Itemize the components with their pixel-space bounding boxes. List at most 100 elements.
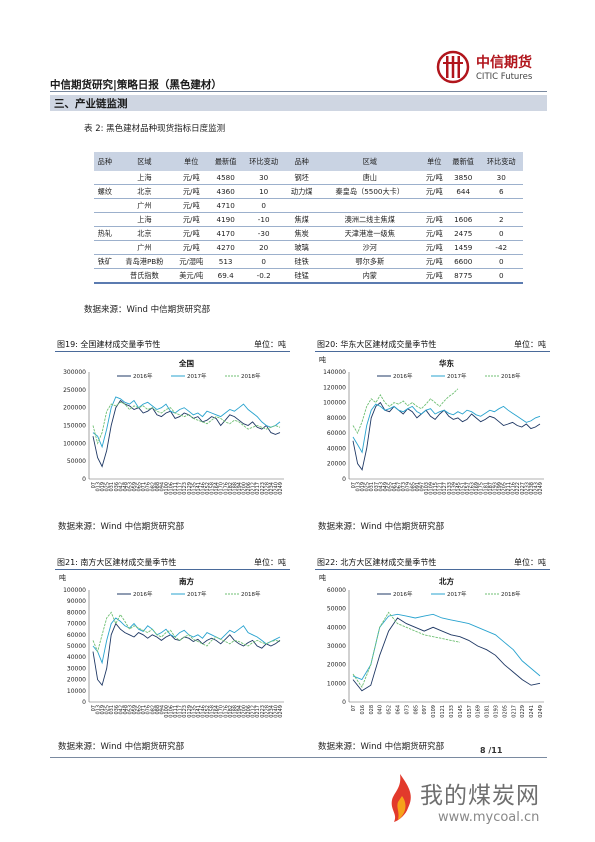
y-tick-label: 30000 [67,665,86,672]
y-tick-label: 100000 [323,400,346,407]
chart-unit: 单位：吨 [514,558,546,567]
chart-svg: 吨 0 10000 20000 30000 40000 50000 60000 70000 800… [59,573,284,718]
table-header-cell: 环比变动 [486,156,516,166]
x-tick-label: 0129 [187,482,193,495]
table-cell: 4580 [216,173,235,182]
table-cell: 元/吨 [182,242,200,252]
table-cell [94,269,116,284]
chart22-source: 数据来源：Wind 中信期货研究部 [318,742,445,752]
table-cell [447,199,480,213]
x-tick-label: 0121 [438,482,444,495]
x-tick-label: 055 [387,482,393,492]
y-tick-label: 10000 [67,688,86,695]
y-tick-label: 100000 [63,440,86,447]
x-tick-label: 0146 [200,482,206,495]
table-cell: 上海 [137,172,152,182]
x-tick-label: 0223 [260,705,266,718]
chart-title: 图20: 华东大区建材成交量季节性 [317,340,437,349]
x-tick-label: 043 [378,482,384,492]
x-tick-label: 048 [123,482,129,492]
x-tick-label: 07 [351,482,357,488]
table-cell: 北京 [137,228,152,238]
x-tick-label: 0188 [232,705,238,718]
table-cell: 元/吨 [425,228,443,238]
x-tick-label: 0164 [214,705,220,718]
x-tick-label: 0133 [449,705,455,718]
y-tick-label: 70000 [67,621,86,628]
x-tick-label: 076 [146,482,152,492]
x-tick-label: 0233 [524,482,530,495]
x-tick-label: 0106 [169,705,175,718]
svg-text:2017年: 2017年 [187,590,207,598]
x-tick-label: 0243 [533,482,539,495]
x-tick-label: 013 [96,705,102,715]
table-cell: 元/吨 [182,200,200,210]
x-tick-label: 0170 [219,482,225,495]
y-tick-label: 40000 [67,654,86,661]
x-tick-label: 067 [397,482,403,492]
x-tick-label: 0200 [242,705,248,718]
footer-divider [50,757,547,758]
chart-svg: 0500001000001500002000002500003000000701… [63,358,284,495]
x-tick-label: 028 [369,705,375,715]
table-cell: 铁矿 [97,256,113,266]
y-tick-label: 140000 [323,369,346,376]
x-tick-label: 0163 [470,482,476,495]
x-tick-label: 0206 [246,705,252,718]
x-tick-label: 025 [105,705,111,715]
chart-title: 图21: 南方大区建材成交量季节性 [57,558,177,567]
svg-text:2017年: 2017年 [187,372,207,380]
section-title: 三、产业链监测 [54,98,128,110]
table-cell: -30 [257,229,270,238]
table-cell: 元/吨 [182,186,200,196]
x-tick-label: 0158 [210,482,216,495]
x-tick-label: 0212 [251,482,257,495]
chart-caption: 图21: 南方大区建材成交量季节性 单位：吨 [55,556,290,570]
table-row: 普氏指数 美元/吨 69.4 -0.2 硅锰 内蒙 元/吨 8775 0 [94,269,523,284]
x-tick-label: 059 [132,705,138,715]
svg-text:2018年: 2018年 [501,372,521,380]
table-header-cell: 品种 [97,156,113,166]
y-tick-label: 0 [82,476,86,483]
x-tick-label: 053 [127,705,133,715]
x-tick-label: 025 [365,482,371,492]
x-tick-label: 0188 [232,482,238,495]
table-cell [94,171,116,185]
x-tick-label: 0249 [538,482,544,495]
chart-unit: 单位：吨 [514,340,546,349]
x-tick-label: 085 [410,482,416,492]
chart-caption: 图22: 北方大区建材成交量季节性 单位：吨 [315,556,550,570]
chart-north: 图22: 北方大区建材成交量季节性 单位：吨吨 0 10000 20000 30000 40… [315,556,550,736]
x-tick-label: 0199 [497,482,503,495]
x-tick-label: 07 [351,705,357,711]
x-tick-label: 088 [155,705,161,715]
chart20-source: 数据来源：Wind 中信期货研究部 [318,522,445,532]
legend-item: 2016年 [377,372,413,380]
table-cell: 0 [498,229,504,238]
section-bar: 三、产业链监测 [50,95,547,111]
svg-text:2017年: 2017年 [447,590,467,598]
table-cell: 1459 [454,243,473,252]
x-tick-label: 036 [114,482,120,492]
x-tick-label: 0238 [529,482,535,495]
legend-item: 2018年 [485,590,521,598]
chart-unit: 单位：吨 [254,558,286,567]
x-tick-label: 085 [413,705,419,715]
y-tick-label: 200000 [63,405,86,412]
y-tick-label: 30000 [327,643,346,650]
table-cell: 元/吨 [182,214,200,224]
table-row: 广州 元/吨 4270 20 玻璃 沙河 元/吨 1459 -42 [94,241,523,255]
series-line-2018年 [92,611,281,654]
x-tick-label: 0157 [467,705,473,718]
table-cell: 4710 [216,201,235,210]
table-cell: 北京 [137,186,152,196]
x-tick-label: 0123 [182,482,188,495]
table-cell: 513 [218,257,233,266]
x-tick-label: 0146 [200,705,206,718]
series-line-2018年 [352,388,459,435]
x-tick-label: 025 [105,482,111,492]
table-cell: 30 [496,173,506,182]
x-tick-label: 0106 [169,482,175,495]
y-tick-label: 10000 [327,680,346,687]
x-tick-label: 0217 [255,705,261,718]
